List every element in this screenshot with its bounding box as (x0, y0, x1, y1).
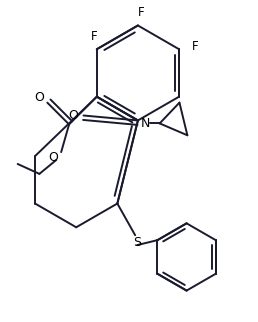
Text: N: N (141, 117, 150, 130)
Text: F: F (191, 40, 198, 53)
Text: O: O (48, 151, 58, 164)
Text: F: F (138, 6, 144, 19)
Text: S: S (133, 236, 141, 249)
Text: O: O (69, 109, 78, 122)
Text: F: F (91, 30, 97, 43)
Text: O: O (35, 91, 44, 104)
